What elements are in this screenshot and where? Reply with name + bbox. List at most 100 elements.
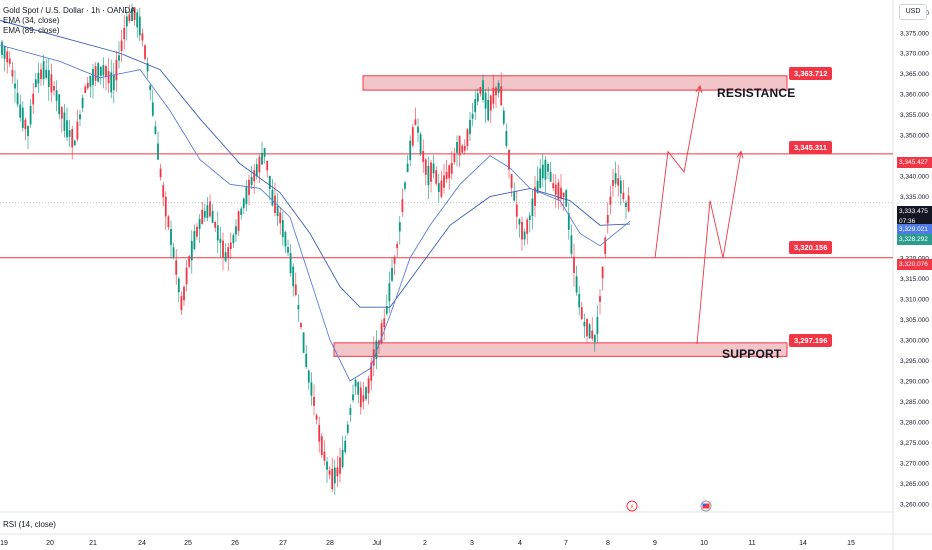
candle-body — [76, 121, 79, 140]
candle-body — [128, 14, 131, 21]
candle-body — [133, 7, 136, 20]
candle-body — [245, 186, 248, 205]
candle-body — [237, 211, 240, 231]
candle-body — [58, 94, 61, 115]
candle-body — [136, 12, 139, 28]
candle-body — [120, 40, 123, 52]
candle-body — [206, 205, 209, 218]
candle-body — [606, 214, 609, 224]
candle-body — [479, 87, 482, 94]
y-tick-label: 3,315.000 — [900, 276, 929, 283]
candle-body — [240, 208, 243, 215]
candle-body — [167, 216, 170, 228]
candle-body — [474, 99, 477, 113]
candle-body — [201, 209, 204, 224]
candle-body — [510, 174, 513, 189]
candle-body — [71, 129, 74, 148]
candle-body — [185, 267, 188, 284]
x-tick-label: 27 — [279, 540, 287, 547]
candle-body — [346, 424, 349, 433]
candle-body — [461, 145, 464, 153]
rsi-legend[interactable]: RSI (14, close) — [3, 520, 56, 529]
candle-body — [305, 353, 308, 368]
candle-body — [344, 440, 347, 453]
candle-body — [144, 45, 146, 59]
candle-body — [198, 219, 201, 230]
y-tick-label: 3,375.000 — [900, 30, 929, 37]
candle-body — [50, 74, 53, 93]
candle-body — [40, 69, 42, 79]
candle-body — [458, 135, 461, 156]
candle-body — [177, 278, 180, 293]
y-tick-label: 3,290.000 — [900, 378, 929, 385]
last-price-axis-tag: 3,333.475 — [897, 206, 932, 217]
candle-body — [393, 256, 396, 264]
candle-body — [24, 119, 27, 130]
symbol-legend[interactable]: Gold Spot / U.S. Dollar · 1h · OANDA — [3, 6, 136, 15]
candle-body — [235, 226, 237, 235]
candle-body — [14, 83, 16, 89]
candle-body — [118, 55, 120, 61]
candle-body — [531, 198, 534, 217]
candle-body — [263, 148, 266, 157]
ema-34-line — [0, 44, 631, 382]
candle-body — [102, 65, 105, 76]
y-tick-label: 3,340.000 — [900, 174, 929, 181]
flag-stripes-icon — [702, 503, 710, 509]
candle-body — [526, 219, 529, 234]
candle-body — [578, 293, 581, 308]
candle-body — [216, 225, 219, 241]
candle-body — [294, 284, 297, 296]
candle-body — [541, 164, 544, 179]
candle-body — [575, 276, 578, 293]
candle-body — [331, 468, 334, 490]
candle-body — [276, 205, 279, 217]
upper-price-tag: 3,345.311 — [789, 141, 832, 154]
x-tick-label: 8 — [606, 540, 610, 547]
candle-body — [528, 215, 531, 220]
x-tick-label: 25 — [184, 540, 192, 547]
ema-fast-axis-tag: 3,329.021 — [897, 224, 932, 235]
candle-body — [42, 61, 45, 80]
candle-body — [268, 175, 271, 189]
candle-body — [617, 178, 620, 186]
x-tick-label: 10 — [700, 540, 708, 547]
candle-body — [47, 70, 50, 87]
x-tick-label: 7 — [564, 540, 568, 547]
currency-button[interactable]: USD — [899, 4, 927, 20]
candle-body — [539, 168, 542, 188]
candle-body — [562, 192, 565, 198]
candle-body — [279, 212, 282, 224]
candle-body — [357, 382, 360, 395]
candle-body — [515, 204, 518, 217]
candle-body — [211, 210, 214, 223]
x-tick-label: Jul — [373, 540, 382, 547]
lightning-icon — [626, 500, 638, 512]
candle-body — [196, 226, 198, 237]
candle-body — [261, 152, 263, 165]
flag-canton-icon — [702, 503, 706, 506]
y-tick-label: 3,335.000 — [900, 194, 929, 201]
candle-body — [313, 396, 315, 406]
ema-fast-legend[interactable]: EMA (34, close) — [3, 16, 60, 25]
candle-body — [552, 183, 555, 189]
candle-body — [68, 130, 71, 137]
candle-body — [255, 164, 258, 177]
candle-body — [430, 162, 432, 182]
candle-body — [619, 180, 622, 194]
x-tick-label: 20 — [46, 540, 54, 547]
candle-body — [557, 182, 560, 201]
candle-body — [549, 171, 552, 182]
candle-body — [591, 330, 594, 339]
ema-slow-legend[interactable]: EMA (89, close) — [3, 26, 60, 35]
candle-body — [138, 16, 141, 36]
candle-body — [333, 467, 336, 484]
candle-body — [583, 321, 586, 327]
candle-body — [580, 307, 583, 319]
projection-path-1 — [654, 85, 701, 259]
candle-body — [250, 176, 253, 186]
x-tick-label: 15 — [847, 540, 855, 547]
candle-body — [123, 27, 126, 40]
x-tick-label: 4 — [518, 540, 522, 547]
